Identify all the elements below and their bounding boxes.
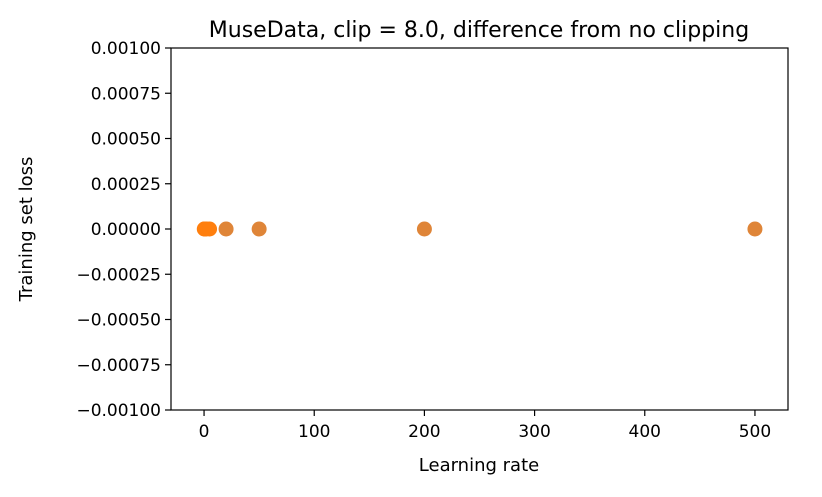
x-axis-label: Learning rate bbox=[419, 455, 539, 476]
x-tick-label: 400 bbox=[629, 422, 661, 442]
x-tick-label: 200 bbox=[408, 422, 440, 442]
data-point bbox=[202, 221, 218, 237]
x-tick-label: 300 bbox=[518, 422, 550, 442]
chart-title: MuseData, clip = 8.0, difference from no… bbox=[209, 18, 749, 43]
y-tick-label: −0.00100 bbox=[76, 401, 161, 421]
y-axis: −0.00100 −0.00075 −0.00050 −0.00025 0.00000 0… bbox=[76, 39, 171, 421]
y-tick-label: 0.00050 bbox=[91, 130, 161, 150]
x-tick-label: 500 bbox=[739, 422, 771, 442]
data-point bbox=[218, 221, 234, 237]
data-point bbox=[747, 221, 763, 237]
y-tick-label: 0.00075 bbox=[91, 84, 161, 104]
x-tick-label: 100 bbox=[298, 422, 330, 442]
x-tick-label: 0 bbox=[199, 422, 210, 442]
data-point bbox=[416, 221, 432, 237]
data-point bbox=[251, 221, 267, 237]
y-axis-label: Training set loss bbox=[16, 157, 37, 303]
x-axis: 0 100 200 300 400 500 bbox=[199, 410, 771, 442]
y-tick-label: −0.00025 bbox=[76, 265, 161, 285]
y-tick-label: 0.00025 bbox=[91, 175, 161, 195]
y-tick-label: 0.00000 bbox=[91, 220, 161, 240]
y-tick-label: 0.00100 bbox=[91, 39, 161, 59]
y-tick-label: −0.00075 bbox=[76, 356, 161, 376]
y-tick-label: −0.00050 bbox=[76, 311, 161, 331]
data-points bbox=[196, 221, 763, 237]
